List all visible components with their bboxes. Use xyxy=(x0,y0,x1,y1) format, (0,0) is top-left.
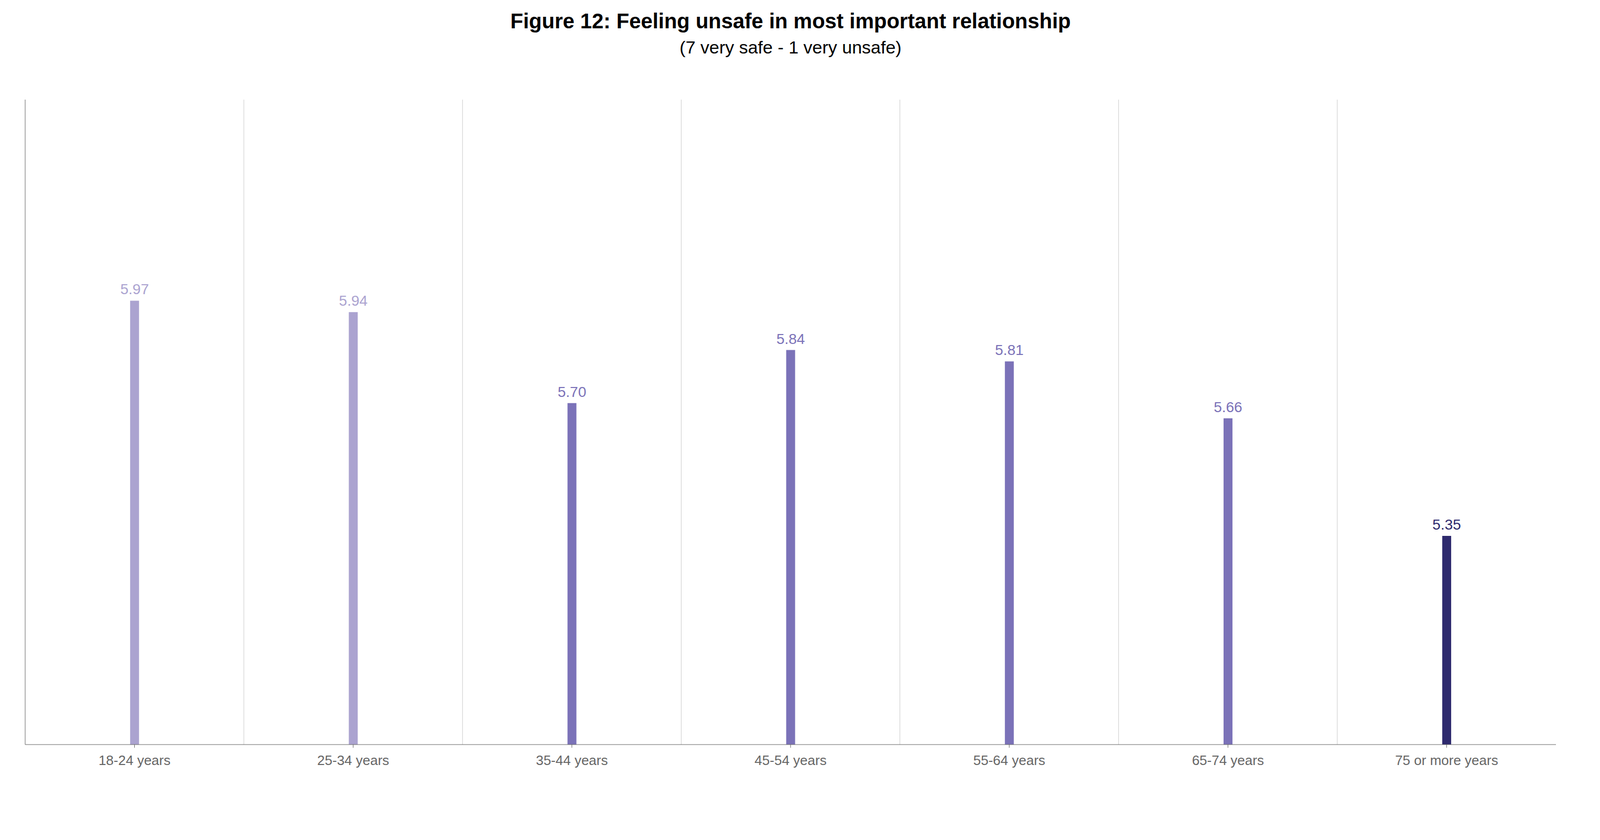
svg-text:5.35: 5.35 xyxy=(1432,516,1462,533)
svg-text:5.94: 5.94 xyxy=(339,292,369,309)
svg-text:75 or more years: 75 or more years xyxy=(1395,752,1499,769)
svg-text:25-34 years: 25-34 years xyxy=(317,752,389,769)
svg-text:5.66: 5.66 xyxy=(1213,398,1243,416)
svg-text:5.84: 5.84 xyxy=(776,330,806,348)
html-text:Figure 12: Feeling unsafe in m: Figure 12: Feeling unsafe in most import… xyxy=(510,9,1071,33)
svg-text:55-64 years: 55-64 years xyxy=(973,752,1045,769)
svg-text:65-74 years: 65-74 years xyxy=(1192,752,1264,769)
svg-text:5.97: 5.97 xyxy=(120,280,149,298)
html-text:(7 very safe - 1 very unsafe): (7 very safe - 1 very unsafe) xyxy=(679,37,902,58)
svg-text:18-24 years: 18-24 years xyxy=(98,752,171,769)
svg-text:5.81: 5.81 xyxy=(995,341,1024,359)
svg-text:5.70: 5.70 xyxy=(557,383,587,400)
svg-text:35-44 years: 35-44 years xyxy=(535,752,608,769)
svg-text:45-54 years: 45-54 years xyxy=(754,752,827,769)
